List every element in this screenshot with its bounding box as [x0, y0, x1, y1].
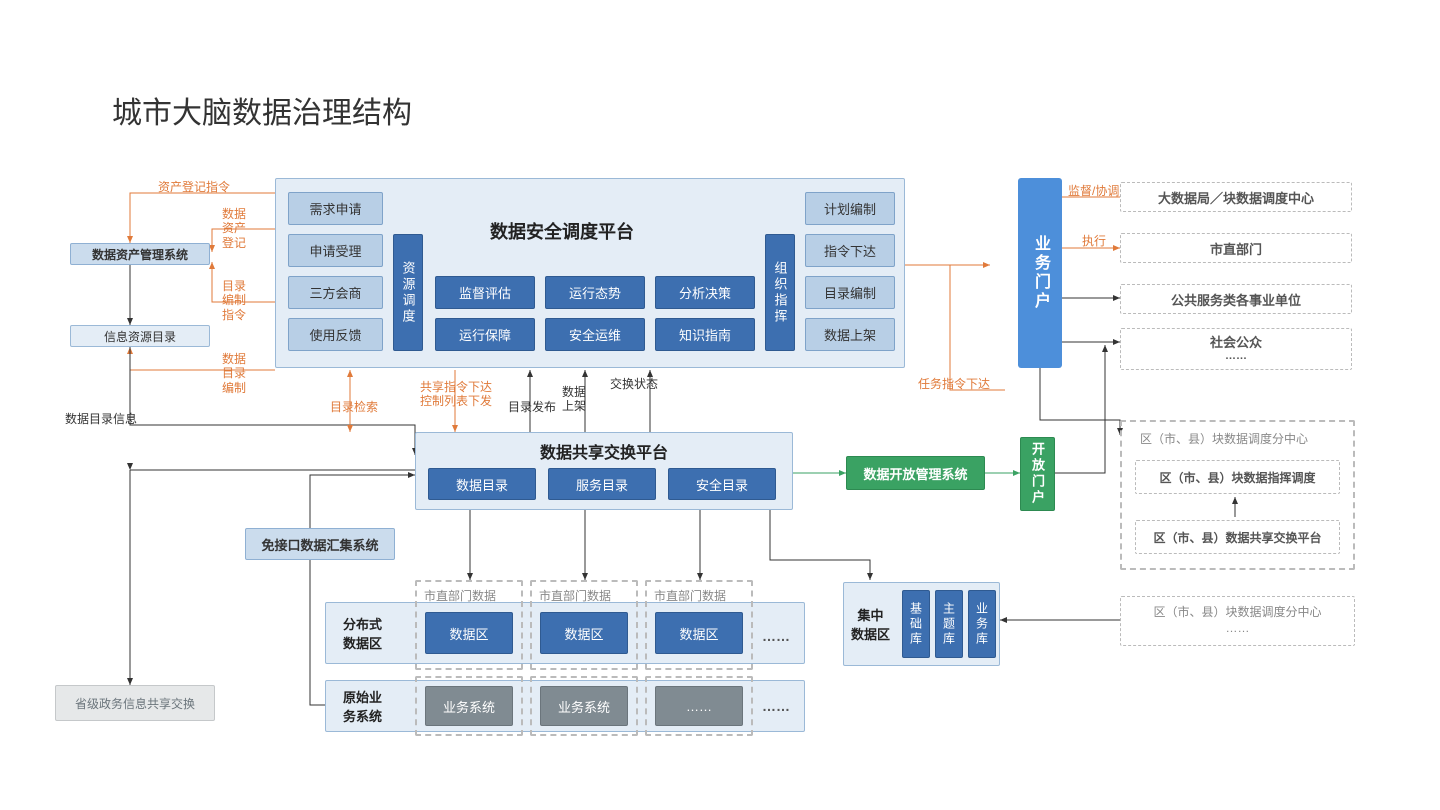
right-card-3-ellipsis: …… — [1225, 350, 1247, 363]
lbl-task-cmd: 任务指令下达 — [918, 375, 990, 392]
page-title: 城市大脑数据治理结构 — [112, 88, 412, 132]
platform-title: 数据安全调度平台 — [490, 218, 634, 244]
orig-title: 原始业 务系统 — [325, 680, 400, 732]
platform-left-1: 申请受理 — [288, 234, 383, 267]
dist-title: 分布式 数据区 — [325, 602, 400, 664]
central-col-0: 基础库 — [902, 590, 930, 658]
orig-cell-1: 业务系统 — [540, 686, 628, 726]
orig-ellipsis: …… — [762, 698, 790, 714]
lbl-data-cat-info: 数据目录信息 — [65, 410, 137, 427]
right-group-bottom-label: 区（市、县）块数据调度分中心 — [1153, 605, 1321, 621]
platform-mid-3: 运行保障 — [435, 318, 535, 351]
dist-hdr-0: 市直部门数据 — [424, 587, 496, 604]
platform-left-0: 需求申请 — [288, 192, 383, 225]
data-open-mgmt: 数据开放管理系统 — [846, 456, 985, 490]
platform-mid-4: 安全运维 — [545, 318, 645, 351]
exchange-title: 数据共享交换平台 — [540, 439, 668, 463]
platform-mid-1: 运行态势 — [545, 276, 645, 309]
central-col-2: 业务库 — [968, 590, 996, 658]
central-col-1: 主题库 — [935, 590, 963, 658]
info-resource-catalog: 信息资源目录 — [70, 325, 210, 347]
lbl-data-asset-reg: 数据 资产 登记 — [222, 207, 246, 250]
platform-right-1: 指令下达 — [805, 234, 895, 267]
asset-mgmt-system: 数据资产管理系统 — [70, 243, 210, 265]
lbl-cat-search: 目录检索 — [330, 398, 378, 415]
platform-mid-2: 分析决策 — [655, 276, 755, 309]
dist-cell-0: 数据区 — [425, 612, 513, 654]
platform-left-2: 三方会商 — [288, 276, 383, 309]
right-group-item-0: 区（市、县）块数据指挥调度 — [1135, 460, 1340, 494]
provincial-exchange: 省级政务信息共享交换 — [55, 685, 215, 721]
dist-cell-1: 数据区 — [540, 612, 628, 654]
orig-cell-2: …… — [655, 686, 743, 726]
dist-ellipsis: …… — [762, 628, 790, 644]
platform-vleft: 资源调度 — [393, 234, 423, 351]
platform-right-0: 计划编制 — [805, 192, 895, 225]
platform-right-3: 数据上架 — [805, 318, 895, 351]
lbl-share-cmd: 共享指令下达 控制列表下发 — [420, 380, 492, 409]
exchange-item-2: 安全目录 — [668, 468, 776, 500]
right-group-title: 区（市、县）块数据调度分中心 — [1140, 430, 1308, 447]
right-card-3: 社会公众 …… — [1120, 328, 1352, 370]
central-title: 集中 数据区 — [843, 582, 898, 666]
lbl-cat-edit-cmd: 目录 编制 指令 — [222, 279, 246, 322]
right-group-bottom: 区（市、县）块数据调度分中心 …… — [1120, 596, 1355, 646]
exchange-item-1: 服务目录 — [548, 468, 656, 500]
dist-hdr-1: 市直部门数据 — [539, 587, 611, 604]
lbl-ex-status: 交换状态 — [610, 375, 658, 392]
platform-vright: 组织指挥 — [765, 234, 795, 351]
lbl-data-up: 数据 上架 — [562, 385, 586, 414]
orig-cell-0: 业务系统 — [425, 686, 513, 726]
right-group-bottom-ellipsis: …… — [1226, 621, 1250, 637]
exchange-item-0: 数据目录 — [428, 468, 536, 500]
platform-mid-0: 监督评估 — [435, 276, 535, 309]
dist-hdr-2: 市直部门数据 — [654, 587, 726, 604]
biz-portal: 业务门户 — [1018, 178, 1062, 368]
lbl-cat-publish: 目录发布 — [508, 398, 556, 415]
right-card-1: 市直部门 — [1120, 233, 1352, 263]
right-card-2: 公共服务类各事业单位 — [1120, 284, 1352, 314]
lbl-execute: 执行 — [1082, 232, 1106, 249]
no-interface-system: 免接口数据汇集系统 — [245, 528, 395, 560]
platform-left-3: 使用反馈 — [288, 318, 383, 351]
lbl-data-cat-edit: 数据 目录 编制 — [222, 352, 246, 395]
open-portal: 开放门户 — [1020, 437, 1055, 511]
lbl-supervise: 监督/协调 — [1068, 182, 1119, 199]
right-card-3-label: 社会公众 — [1210, 335, 1262, 351]
platform-mid-5: 知识指南 — [655, 318, 755, 351]
lbl-asset-reg-cmd: 资产登记指令 — [158, 178, 230, 195]
right-group-item-1: 区（市、县）数据共享交换平台 — [1135, 520, 1340, 554]
right-card-0: 大数据局／块数据调度中心 — [1120, 182, 1352, 212]
platform-right-2: 目录编制 — [805, 276, 895, 309]
dist-cell-2: 数据区 — [655, 612, 743, 654]
